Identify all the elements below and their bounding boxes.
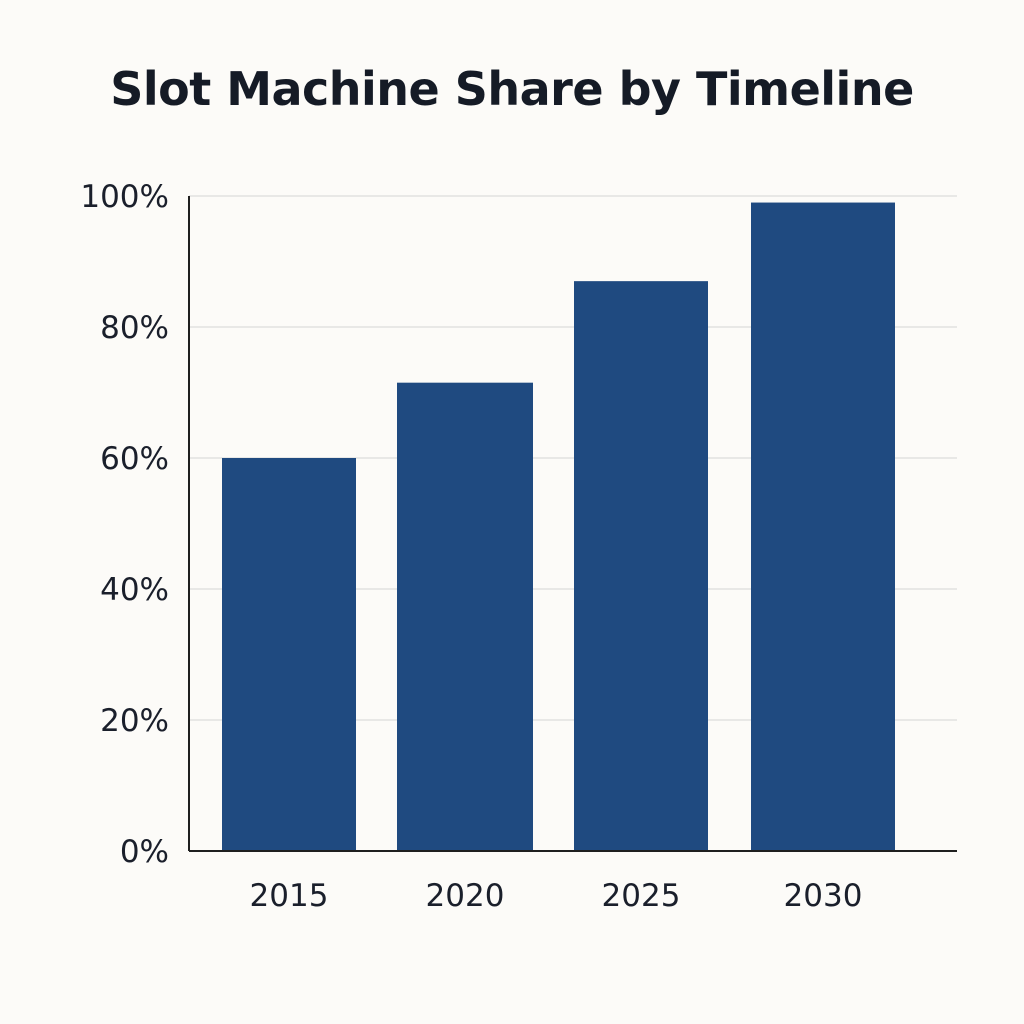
x-tick-label-2020: 2020 [426, 878, 505, 914]
y-tick-label: 0% [120, 834, 169, 870]
y-tick-label: 20% [100, 703, 169, 739]
bar-2030 [751, 202, 895, 852]
bar-2015 [222, 458, 356, 851]
chart-title: Slot Machine Share by Timeline [110, 62, 914, 116]
x-tick-label-2025: 2025 [602, 878, 681, 914]
bar-2025 [574, 281, 708, 851]
y-tick-label: 80% [100, 310, 169, 346]
x-tick-labels: 2015 2020 2025 2030 [250, 878, 863, 914]
axes [188, 196, 957, 852]
bar-2020 [397, 382, 533, 851]
bars [222, 202, 895, 852]
y-tick-label: 40% [100, 572, 169, 608]
x-tick-label-2030: 2030 [784, 878, 863, 914]
y-tick-labels: 0% 20% 40% 60% 80% 100% [80, 179, 169, 870]
y-tick-label: 60% [100, 441, 169, 477]
y-tick-label: 100% [80, 179, 169, 215]
x-tick-label-2015: 2015 [250, 878, 329, 914]
